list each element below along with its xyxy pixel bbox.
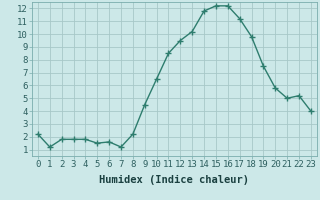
X-axis label: Humidex (Indice chaleur): Humidex (Indice chaleur) <box>100 175 249 185</box>
